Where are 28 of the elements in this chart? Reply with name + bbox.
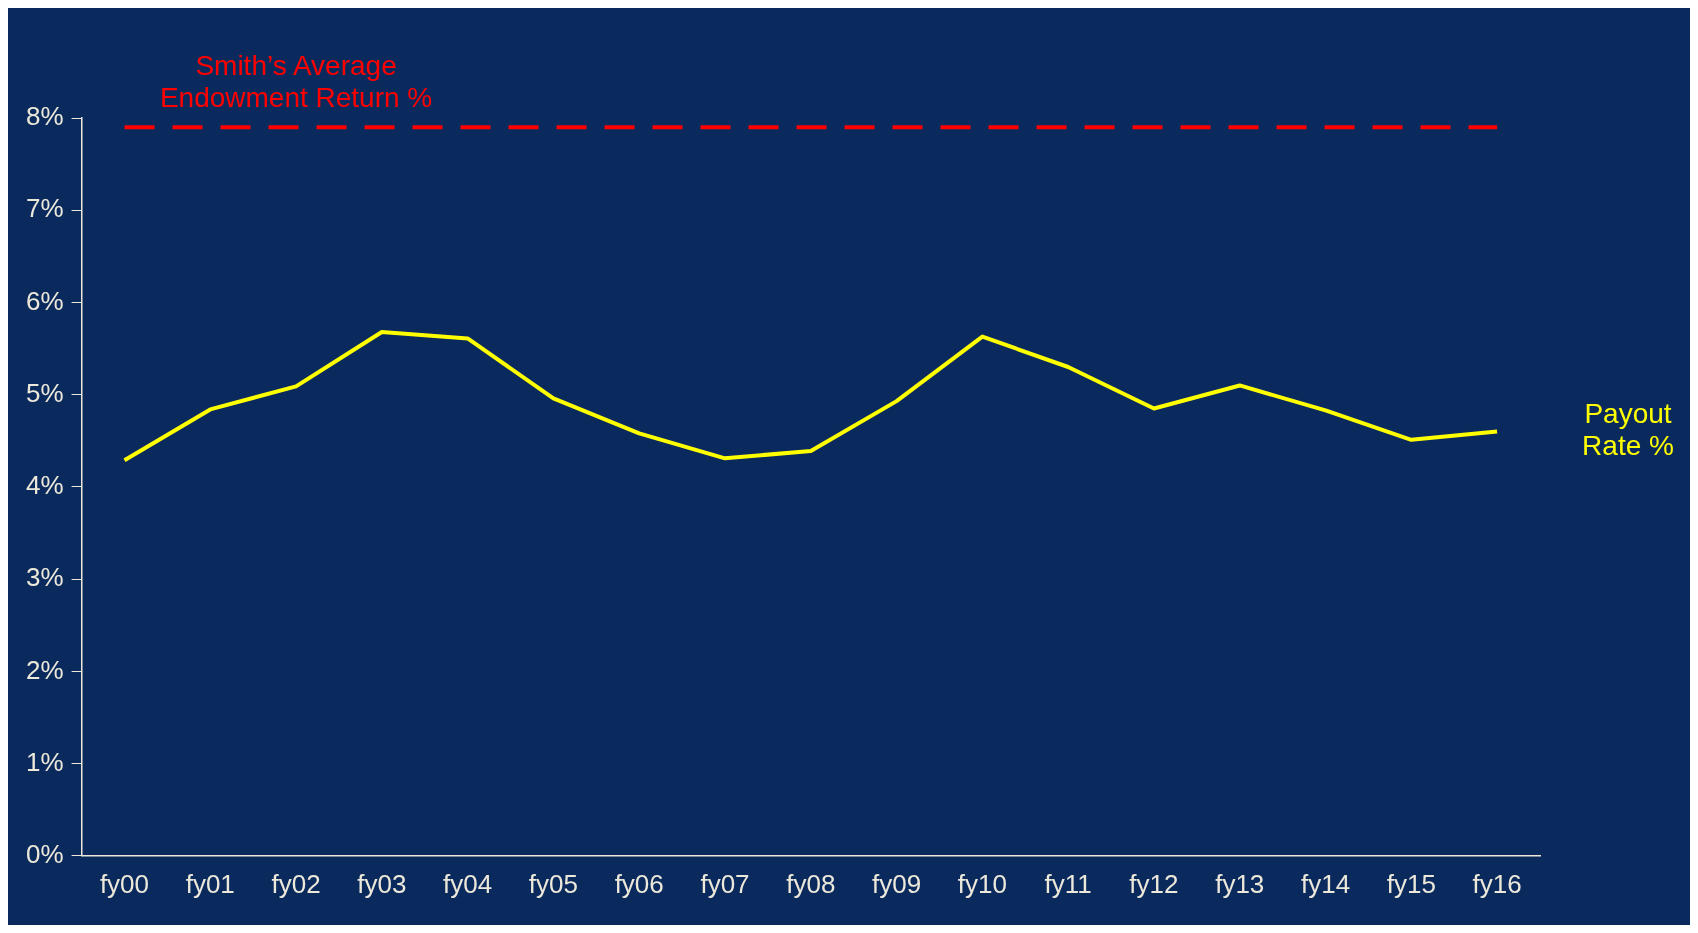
x-tick-label: fy02	[271, 868, 321, 899]
y-tick-label: 8%	[26, 101, 64, 132]
x-tick-label: fy12	[1129, 868, 1179, 899]
x-tick-label: fy04	[443, 868, 493, 899]
x-tick-label: fy07	[700, 868, 750, 899]
x-tick-label: fy06	[614, 868, 664, 899]
y-tick-label: 3%	[26, 562, 64, 593]
y-tick-label: 1%	[26, 746, 64, 777]
x-tick-label: fy05	[528, 868, 578, 899]
x-tick-label: fy10	[957, 868, 1007, 899]
x-tick-label: fy01	[185, 868, 235, 899]
x-tick-label: fy00	[99, 868, 150, 899]
x-tick-label: fy11	[1044, 868, 1092, 899]
y-tick-label: 6%	[26, 285, 64, 316]
x-tick-label: fy09	[872, 868, 922, 899]
x-tick-label: fy08	[786, 868, 836, 899]
y-tick-label: 4%	[26, 470, 64, 501]
x-tick-label: fy15	[1386, 868, 1436, 899]
x-tick-label: fy16	[1472, 868, 1522, 899]
x-tick-label: fy14	[1300, 868, 1351, 899]
text: Payout Rate %	[1582, 398, 1674, 462]
y-tick-label: 2%	[26, 654, 64, 685]
x-tick-label: fy03	[357, 868, 407, 899]
ref-line-label: Smith’s Average Endowment Return %	[159, 49, 433, 113]
y-tick-label: 5%	[26, 377, 64, 408]
x-tick-label: fy13	[1215, 868, 1265, 899]
y-tick-label: 7%	[26, 193, 64, 224]
y-tick-label: 0%	[26, 838, 64, 869]
